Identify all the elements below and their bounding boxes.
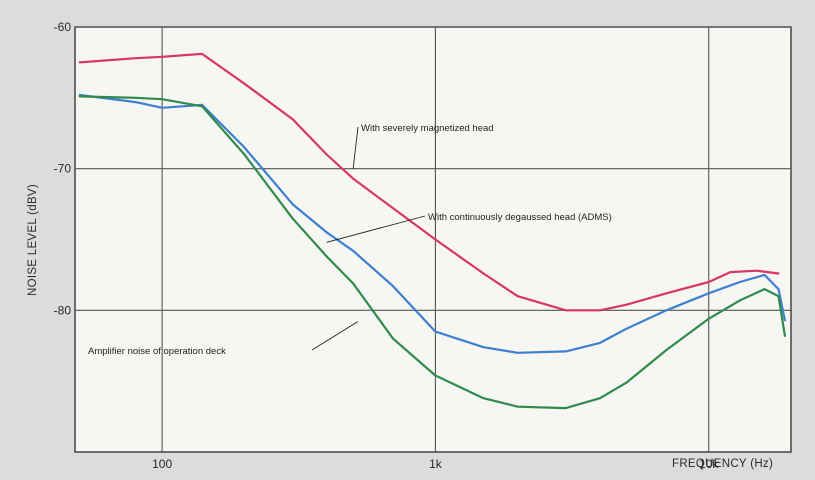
grid xyxy=(75,26,791,452)
series-line-severely-magnetized xyxy=(78,52,780,312)
x-tick-label: 10k xyxy=(699,457,719,471)
y-tick-label: -70 xyxy=(54,162,72,176)
plot-area xyxy=(74,26,792,453)
annotation-leader-line xyxy=(326,215,426,243)
x-axis-label: FREQUENCY (Hz) xyxy=(672,458,773,470)
x-tick-label: 100 xyxy=(152,457,172,471)
series-line-amplifier-noise xyxy=(78,95,787,410)
series-line-continuously-degaussed xyxy=(78,93,787,354)
annotation-leader-line xyxy=(352,126,359,169)
ticks-group: 100 1k 10k -60 -70 -80 xyxy=(54,20,720,471)
y-axis-label: NOISE LEVEL (dBV) xyxy=(27,184,39,296)
series-group xyxy=(78,52,787,410)
annotation-label: Amplifier noise of operation deck xyxy=(88,346,226,357)
x-tick-label: 1k xyxy=(429,457,443,471)
annotations-group: With severely magnetized head With contin… xyxy=(88,123,612,357)
annotation-leader-line xyxy=(311,321,359,351)
y-tick-label: -80 xyxy=(54,303,72,317)
y-tick-label: -60 xyxy=(54,20,72,34)
annotation-label: With continuously degaussed head (ADMS) xyxy=(428,212,612,223)
annotation-label: With severely magnetized head xyxy=(361,123,494,134)
